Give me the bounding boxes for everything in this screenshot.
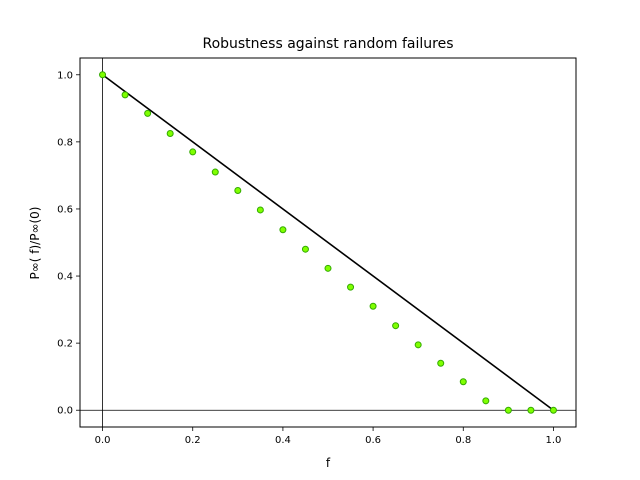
y-axis: 0.0 0.2 0.4 0.6 0.8 1.0: [57, 70, 80, 417]
y-tick-label: 0.8: [57, 137, 73, 148]
y-tick-label: 0.0: [57, 406, 73, 417]
data-point: [211, 168, 219, 176]
plot-frame: [79, 57, 577, 428]
data-point: [234, 187, 242, 195]
data-point: [166, 129, 174, 137]
x-tick-label: 0.2: [185, 435, 201, 446]
y-tick-label: 0.2: [57, 339, 73, 350]
data-point: [347, 283, 355, 291]
data-point: [301, 245, 309, 253]
data-point: [369, 302, 377, 310]
x-tick-label: 0.0: [95, 435, 111, 446]
y-tick-label: 0.6: [57, 204, 73, 215]
x-tick-label: 0.8: [455, 435, 471, 446]
chart-title: Robustness against random failures: [202, 36, 453, 52]
x-axis-label: f: [326, 456, 331, 470]
plot-area: [80, 58, 576, 427]
y-axis-label: P∞( f)/P∞(0): [28, 207, 42, 280]
data-point: [459, 378, 467, 386]
y-tick-label: 1.0: [57, 70, 73, 81]
data-point: [189, 148, 197, 156]
data-point: [256, 206, 264, 214]
x-axis: 0.0 0.2 0.4 0.6 0.8 1.0: [95, 427, 562, 446]
data-point: [482, 397, 490, 405]
x-tick-label: 0.6: [365, 435, 381, 446]
data-point: [414, 341, 422, 349]
data-point: [549, 406, 557, 414]
data-point: [121, 91, 129, 99]
data-point: [144, 109, 152, 117]
data-point: [324, 264, 332, 272]
x-tick-label: 0.4: [275, 435, 291, 446]
series-line-0: [102, 74, 554, 411]
data-point: [527, 406, 535, 414]
data-point: [279, 226, 287, 234]
x-tick-label: 1.0: [546, 435, 562, 446]
data-point: [437, 359, 445, 367]
data-point: [504, 406, 512, 414]
y-tick-label: 0.4: [57, 272, 73, 283]
data-point: [392, 322, 400, 330]
data-point: [99, 71, 107, 79]
